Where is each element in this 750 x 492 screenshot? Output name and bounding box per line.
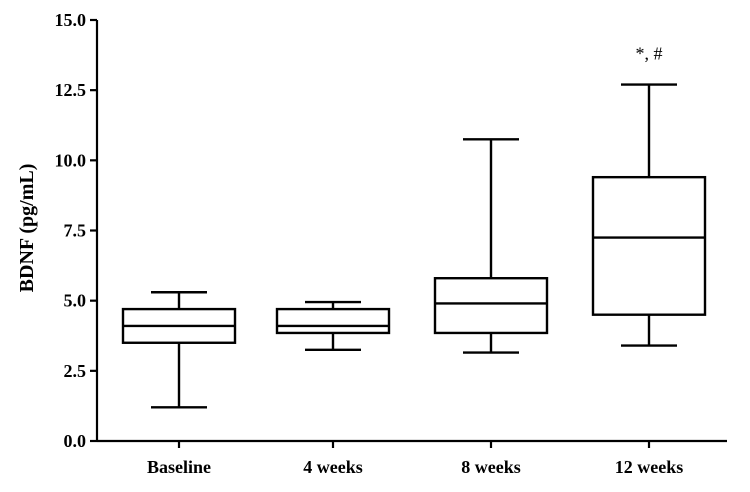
annotations: *, # <box>636 44 663 64</box>
boxes <box>121 83 707 409</box>
significance-annotation: *, # <box>636 44 663 64</box>
y-tick-label: 2.5 <box>64 361 87 381</box>
y-tick-label: 7.5 <box>64 221 87 241</box>
y-tick-label: 10.0 <box>55 150 87 170</box>
y-ticks: 0.0 2.5 5.0 7.5 10.0 12.5 15.0 <box>55 10 97 451</box>
box-3 <box>591 83 707 347</box>
x-tick-label: 8 weeks <box>461 457 521 477</box>
iqr-box <box>275 307 391 335</box>
x-tick-label: Baseline <box>147 457 211 477</box>
y-tick-label: 15.0 <box>55 10 87 30</box>
iqr-box <box>591 175 707 316</box>
box-2 <box>433 138 549 354</box>
box-1 <box>275 300 391 351</box>
y-tick-label: 0.0 <box>64 431 87 451</box>
x-tick-label: 12 weeks <box>615 457 684 477</box>
y-tick-label: 12.5 <box>55 80 87 100</box>
x-ticks: Baseline 4 weeks 8 weeks 12 weeks <box>147 441 683 477</box>
y-axis-title: BDNF (pg/mL) <box>16 164 38 293</box>
iqr-box <box>433 277 549 335</box>
x-tick-label: 4 weeks <box>303 457 363 477</box>
box-0 <box>121 291 237 409</box>
y-tick-label: 5.0 <box>64 291 87 311</box>
